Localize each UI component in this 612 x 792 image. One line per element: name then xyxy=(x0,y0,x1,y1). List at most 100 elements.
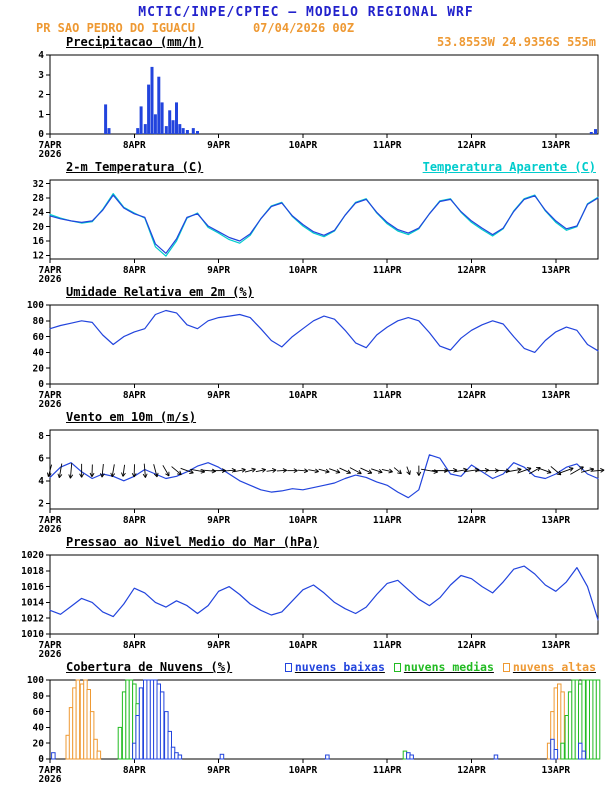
svg-text:10APR: 10APR xyxy=(289,515,318,526)
panel-cloud-cover: Cobertura de Nuvens (%) nuvens baixas nu… xyxy=(0,660,612,783)
svg-text:80: 80 xyxy=(33,691,45,702)
legend-item-mid-clouds: nuvens medias xyxy=(393,660,494,674)
svg-text:8APR: 8APR xyxy=(123,390,146,401)
panel-title-humidity: Umidade Relativa em 2m (%) xyxy=(66,285,254,299)
svg-text:28: 28 xyxy=(33,193,45,204)
svg-text:1: 1 xyxy=(38,109,44,120)
svg-text:9APR: 9APR xyxy=(207,640,230,651)
panel-temperature-titlerow: 2-m Temperatura (C) Temperatura Aparente… xyxy=(0,160,612,175)
svg-text:2026: 2026 xyxy=(39,149,62,158)
panel-title-pressure: Pressao ao Nivel Medio do Mar (hPa) xyxy=(66,535,319,549)
svg-text:60: 60 xyxy=(33,707,45,718)
svg-text:8APR: 8APR xyxy=(123,640,146,651)
panel-title-temperature: 2-m Temperatura (C) xyxy=(66,160,204,174)
svg-text:8APR: 8APR xyxy=(123,765,146,776)
panel-precipitation: Precipitacao (mm/h) 53.8553W 24.9356S 55… xyxy=(0,35,612,158)
panel-temperature: 2-m Temperatura (C) Temperatura Aparente… xyxy=(0,160,612,283)
svg-text:40: 40 xyxy=(33,723,45,734)
panel-humidity: Umidade Relativa em 2m (%) 0 20 40 60 80 100 7… xyxy=(0,285,612,408)
svg-text:2026: 2026 xyxy=(39,274,62,283)
svg-text:1018: 1018 xyxy=(21,566,44,577)
panel-title-wind: Vento em 10m (m/s) xyxy=(66,410,197,424)
svg-text:12: 12 xyxy=(33,251,44,262)
svg-text:7APR: 7APR xyxy=(39,390,62,401)
svg-text:1014: 1014 xyxy=(21,598,44,609)
svg-text:7APR: 7APR xyxy=(39,140,62,151)
svg-text:13APR: 13APR xyxy=(542,140,571,151)
svg-text:11APR: 11APR xyxy=(373,640,402,651)
panel-pressure: Pressao ao Nivel Medio do Mar (hPa) 1010… xyxy=(0,535,612,658)
svg-text:20: 20 xyxy=(33,222,45,233)
svg-text:1020: 1020 xyxy=(21,550,44,561)
legend-item-high-clouds: nuvens altas xyxy=(502,660,596,674)
svg-text:12APR: 12APR xyxy=(457,390,486,401)
svg-text:13APR: 13APR xyxy=(542,765,571,776)
svg-text:8APR: 8APR xyxy=(123,515,146,526)
svg-text:4: 4 xyxy=(38,476,44,487)
station-header: PR SAO PEDRO DO IGUACU 07/04/2026 00Z xyxy=(0,21,612,35)
svg-text:10APR: 10APR xyxy=(289,265,318,276)
svg-text:40: 40 xyxy=(33,348,45,359)
panel-humidity-titlerow: Umidade Relativa em 2m (%) xyxy=(0,285,612,300)
run-datetime: 07/04/2026 00Z xyxy=(252,21,355,35)
svg-text:11APR: 11APR xyxy=(373,515,402,526)
svg-text:24: 24 xyxy=(33,208,45,219)
svg-text:2: 2 xyxy=(38,90,44,101)
svg-text:2026: 2026 xyxy=(39,524,62,533)
legend-item-low-clouds: nuvens baixas xyxy=(284,660,385,674)
mid-clouds-swatch-icon xyxy=(393,662,401,672)
svg-text:32: 32 xyxy=(33,179,44,190)
panel-wind: Vento em 10m (m/s) 2 4 6 8 7APR 2026 8APR 9APR 1… xyxy=(0,410,612,533)
panel-wind-titlerow: Vento em 10m (m/s) xyxy=(0,410,612,425)
svg-text:4: 4 xyxy=(38,50,44,61)
svg-text:10APR: 10APR xyxy=(289,765,318,776)
high-clouds-swatch-icon xyxy=(502,662,510,672)
svg-text:1016: 1016 xyxy=(21,582,44,593)
svg-text:12APR: 12APR xyxy=(457,140,486,151)
apparent-temperature-label: Temperatura Aparente (C) xyxy=(422,160,596,174)
page-title: MCTIC/INPE/CPTEC — MODELO REGIONAL WRF xyxy=(138,5,474,20)
low-clouds-swatch-icon xyxy=(284,662,292,672)
svg-text:9APR: 9APR xyxy=(207,140,230,151)
location-coordinates: 53.8553W 24.9356S 555m xyxy=(437,35,596,49)
svg-text:12APR: 12APR xyxy=(457,515,486,526)
svg-text:6: 6 xyxy=(38,453,44,464)
svg-text:7APR: 7APR xyxy=(39,765,62,776)
svg-text:13APR: 13APR xyxy=(542,515,571,526)
station-name: PR SAO PEDRO DO IGUACU xyxy=(36,21,195,35)
svg-text:13APR: 13APR xyxy=(542,640,571,651)
svg-text:7APR: 7APR xyxy=(39,515,62,526)
svg-text:9APR: 9APR xyxy=(207,765,230,776)
svg-text:12APR: 12APR xyxy=(457,640,486,651)
svg-text:9APR: 9APR xyxy=(207,265,230,276)
svg-text:16: 16 xyxy=(33,236,45,247)
svg-text:2: 2 xyxy=(38,499,44,510)
svg-text:20: 20 xyxy=(33,363,45,374)
panel-precipitation-titlerow: Precipitacao (mm/h) 53.8553W 24.9356S 55… xyxy=(0,35,612,50)
svg-text:12APR: 12APR xyxy=(457,265,486,276)
svg-text:100: 100 xyxy=(27,300,44,311)
svg-text:11APR: 11APR xyxy=(373,140,402,151)
svg-text:11APR: 11APR xyxy=(373,765,402,776)
panel-title-cloud-cover: Cobertura de Nuvens (%) xyxy=(66,660,233,674)
svg-text:3: 3 xyxy=(38,70,44,81)
panel-pressure-titlerow: Pressao ao Nivel Medio do Mar (hPa) xyxy=(0,535,612,550)
svg-text:7APR: 7APR xyxy=(39,265,62,276)
svg-text:80: 80 xyxy=(33,316,45,327)
panel-cloud-cover-titlerow: Cobertura de Nuvens (%) nuvens baixas nu… xyxy=(0,660,612,675)
svg-text:2026: 2026 xyxy=(39,774,62,783)
svg-text:10APR: 10APR xyxy=(289,640,318,651)
svg-text:8: 8 xyxy=(38,431,44,442)
svg-text:9APR: 9APR xyxy=(207,515,230,526)
legend-label-low-clouds: nuvens baixas xyxy=(294,660,385,674)
panel-title-precipitation: Precipitacao (mm/h) xyxy=(66,35,204,49)
svg-text:10APR: 10APR xyxy=(289,390,318,401)
svg-text:1010: 1010 xyxy=(21,629,44,640)
svg-text:0: 0 xyxy=(38,379,44,390)
svg-text:0: 0 xyxy=(38,754,44,765)
legend-label-mid-clouds: nuvens medias xyxy=(403,660,494,674)
